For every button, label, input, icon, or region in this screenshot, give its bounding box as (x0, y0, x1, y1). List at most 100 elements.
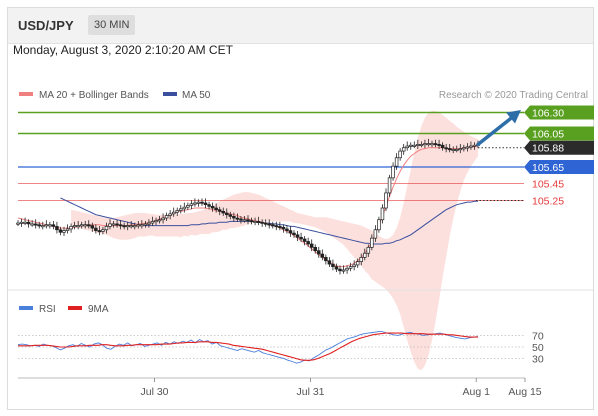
candle-body (111, 223, 116, 226)
candle-body (129, 225, 133, 228)
candle-body (143, 223, 148, 226)
candle-body (175, 210, 179, 213)
candle-body (90, 225, 95, 229)
candle-body (164, 215, 169, 219)
level-tag-105.25: 105.25 (532, 195, 564, 207)
candle-body (161, 217, 165, 221)
pair-title: USD/JPY (18, 18, 74, 33)
candle-body (444, 147, 448, 150)
ma20-legend-swatch (19, 92, 33, 96)
level-tag-text: 105.45 (532, 179, 564, 191)
candle-body (125, 225, 130, 228)
candle-body (295, 234, 300, 238)
time-tick-label: Jul 31 (296, 386, 324, 398)
candle-body (309, 243, 314, 248)
timeframe-badge[interactable]: 30 MIN (88, 15, 136, 35)
ma9-line (18, 332, 478, 361)
ma20-legend-label: MA 20 + Bollinger Bands (39, 90, 149, 101)
candle-body (207, 204, 211, 207)
bollinger-band (71, 110, 478, 371)
time-tick-label: Aug 15 (508, 386, 541, 398)
candle-body (94, 227, 98, 231)
candle-body (203, 202, 208, 206)
ma9-legend-swatch (68, 306, 82, 310)
candle-body (458, 148, 463, 151)
candle-body (246, 219, 250, 222)
candle-body (23, 221, 27, 224)
candle-body (253, 221, 257, 223)
candle-body (462, 147, 466, 150)
candle-body (182, 206, 187, 210)
level-tag-text: 105.88 (532, 143, 564, 155)
chart-header: USD/JPY 30 MIN (8, 8, 593, 44)
candle-body (345, 267, 349, 271)
candle-body (469, 145, 473, 148)
candle-body (412, 144, 417, 147)
candle-body (221, 210, 225, 214)
candle-body (373, 229, 378, 239)
candle-body (384, 192, 388, 209)
candle-body (426, 143, 431, 146)
candle-body (359, 257, 363, 262)
candle-body (104, 226, 109, 231)
candle-body (281, 226, 286, 230)
candle-body (416, 144, 420, 146)
candle-body (249, 220, 254, 223)
candle-body (409, 144, 413, 147)
candle-body (239, 218, 243, 221)
level-tag-text: 106.30 (532, 108, 564, 120)
candle-body (423, 143, 427, 146)
candle-body (168, 213, 172, 216)
candle-body (405, 145, 409, 149)
candle-body (274, 225, 279, 228)
candle-body (186, 205, 190, 208)
candle-body (30, 223, 34, 226)
level-tag-105.88: 105.88 (524, 140, 594, 155)
candle-body (210, 205, 215, 209)
rsi-tick-70: 70 (532, 330, 544, 342)
candle-body (33, 223, 38, 226)
level-tag-bg (524, 159, 594, 174)
candle-body (133, 225, 137, 228)
candle-body (48, 224, 52, 227)
candle-body (72, 225, 77, 228)
candle-body (26, 221, 31, 225)
candle-body (19, 221, 24, 224)
candle-body (232, 216, 236, 219)
candle-body (200, 201, 204, 204)
candle-body (465, 146, 470, 149)
forecast-arrow-shaft (476, 114, 516, 147)
candle-body (278, 226, 282, 228)
level-tag-106.05: 106.05 (524, 126, 594, 141)
rsi-legend-label: RSI (39, 304, 56, 315)
level-tag-bg (524, 126, 594, 141)
level-tag-text: 105.25 (532, 195, 564, 207)
candle-body (157, 219, 162, 222)
candles-group (16, 138, 480, 275)
candle-body (271, 224, 275, 227)
candle-body (260, 221, 264, 224)
candle-body (285, 228, 289, 231)
ma50-legend-swatch (163, 92, 177, 96)
candle-body (377, 219, 381, 231)
candle-body (196, 201, 201, 204)
candle-body (97, 230, 102, 233)
candle-body (430, 143, 434, 146)
level-tag-text: 105.65 (532, 162, 564, 174)
candle-body (51, 224, 56, 227)
candle-body (366, 246, 371, 254)
candle-body (451, 149, 455, 151)
rsi-tick-50: 50 (532, 342, 544, 354)
candle-body (331, 263, 335, 267)
candle-body (136, 224, 141, 227)
candle-body (447, 148, 452, 151)
candle-body (228, 214, 233, 217)
candle-body (189, 203, 194, 206)
candle-body (455, 149, 459, 151)
candle-body (288, 230, 293, 234)
candle-body (58, 229, 63, 233)
candle-body (363, 252, 367, 258)
candle-body (147, 222, 151, 225)
candle-body (433, 143, 438, 146)
candle-body (44, 224, 49, 227)
